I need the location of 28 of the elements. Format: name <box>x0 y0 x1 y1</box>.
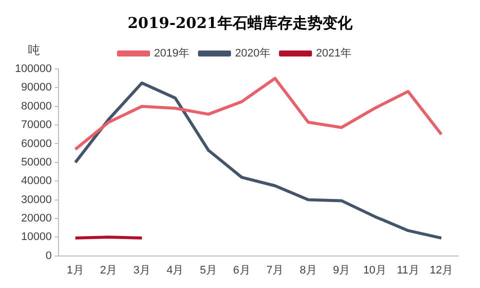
x-tick-label: 8月 <box>300 264 317 276</box>
x-tick-label: 1月 <box>66 264 84 276</box>
x-tick-label: 11月 <box>396 264 420 276</box>
x-tick-label: 3月 <box>133 264 150 276</box>
x-tick-label: 12月 <box>430 264 453 276</box>
y-tick-label: 70000 <box>21 119 52 132</box>
y-tick-label: 40000 <box>21 175 52 188</box>
x-tick-label: 9月 <box>332 264 350 276</box>
x-tick-label: 5月 <box>200 264 218 276</box>
y-tick-label: 20000 <box>21 212 52 224</box>
x-tick-label: 2月 <box>100 264 118 276</box>
y-tick-label: 60000 <box>21 138 52 150</box>
y-tick-label: 30000 <box>21 194 52 206</box>
y-tick-label: 50000 <box>21 156 52 168</box>
y-tick-label: 100000 <box>14 63 52 76</box>
y-tick-label: 80000 <box>21 100 52 112</box>
x-tick-label: 10月 <box>363 264 386 276</box>
x-tick-label: 7月 <box>266 264 284 276</box>
y-axis-title: 吨 <box>28 42 40 59</box>
y-tick-label: 90000 <box>21 82 52 94</box>
legend-label: 2021年 <box>316 48 352 60</box>
legend-label: 2020年 <box>235 48 270 60</box>
y-tick-label: 10000 <box>21 231 52 244</box>
x-tick-label: 4月 <box>166 264 184 276</box>
legend-label: 2019年 <box>154 48 190 60</box>
chart-title: 2019-2021年石蜡库存走势变化 <box>126 13 354 34</box>
y-tick-label: 0 <box>46 250 52 262</box>
x-tick-label: 6月 <box>233 264 250 276</box>
